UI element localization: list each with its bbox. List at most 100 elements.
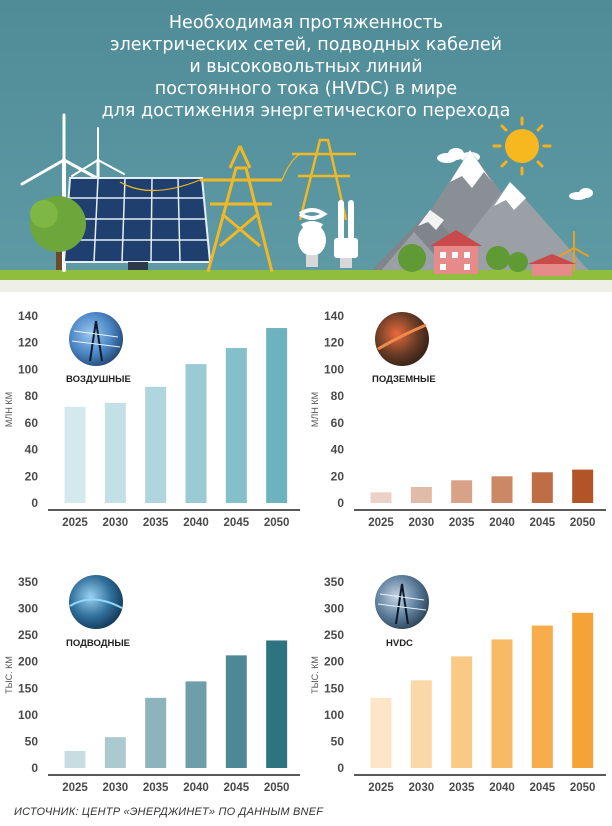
bar-2050 <box>572 612 594 768</box>
y-axis-label: МЛН КМ <box>4 392 14 427</box>
bar-2050 <box>572 469 594 503</box>
chart-underground: 0 20 40 60 80 100 120 140 МЛН КМ 2025 2030 2035 2040… <box>306 300 612 540</box>
y-tick-label: 350 <box>18 575 38 589</box>
chart-subsea: 0 50 100 150 200 250 300 350 ТЫС. КМ 2025 2030 2035… <box>0 566 306 802</box>
x-tick-label: 2050 <box>570 517 596 529</box>
bar-2040 <box>185 681 207 768</box>
y-tick-label: 0 <box>337 761 344 775</box>
bar-2035 <box>145 386 167 503</box>
x-tick-label: 2030 <box>409 517 435 529</box>
bar-2035 <box>145 697 167 768</box>
bar-2040 <box>491 639 513 768</box>
x-tick-label: 2035 <box>449 517 475 529</box>
y-tick-label: 250 <box>324 628 344 642</box>
y-axis-label: МЛН КМ <box>310 392 320 427</box>
x-tick-label: 2040 <box>489 782 515 794</box>
chart-overhead: 0 20 40 60 80 100 120 140 МЛН КМ 2025 2030 2035 2040… <box>0 300 306 540</box>
y-tick-label: 200 <box>324 655 344 669</box>
bar-2040 <box>185 364 207 503</box>
y-tick-label: 300 <box>324 602 344 616</box>
bar-2045 <box>225 348 247 503</box>
y-tick-label: 20 <box>25 469 39 483</box>
y-tick-label: 20 <box>331 469 345 483</box>
x-tick-label: 2035 <box>143 517 169 529</box>
x-tick-label: 2050 <box>570 782 596 794</box>
x-tick-label: 2030 <box>103 517 129 529</box>
y-tick-label: 150 <box>18 681 38 695</box>
y-tick-label: 100 <box>18 708 38 722</box>
bar-2045 <box>531 625 553 768</box>
y-tick-label: 100 <box>324 708 344 722</box>
x-tick-label: 2045 <box>530 782 556 794</box>
pylon-photo-icon <box>375 575 429 629</box>
y-tick-label: 0 <box>337 496 344 510</box>
bar-2050 <box>266 328 288 503</box>
series-name: HVDC <box>386 638 413 649</box>
y-axis-label: ТЫС. КМ <box>310 656 320 694</box>
y-tick-label: 0 <box>31 761 38 775</box>
bar-2030 <box>410 486 432 503</box>
y-tick-label: 350 <box>324 575 344 589</box>
bar-2040 <box>491 476 513 503</box>
x-tick-label: 2045 <box>224 517 250 529</box>
x-tick-label: 2040 <box>183 782 209 794</box>
y-tick-label: 40 <box>331 443 345 457</box>
y-tick-label: 120 <box>324 336 344 350</box>
y-tick-label: 300 <box>18 602 38 616</box>
bar-2025 <box>370 492 392 503</box>
page-title: Необходимая протяженность электрических … <box>101 13 511 121</box>
bar-2030 <box>104 737 126 768</box>
series-name: ПОДВОДНЫЕ <box>66 638 130 649</box>
tree-icon <box>30 196 86 270</box>
x-tick-label: 2035 <box>143 782 169 794</box>
x-tick-label: 2030 <box>409 782 435 794</box>
y-tick-label: 120 <box>18 336 38 350</box>
bar-2045 <box>531 472 553 503</box>
y-tick-label: 50 <box>25 734 39 748</box>
x-tick-label: 2035 <box>449 782 475 794</box>
y-tick-label: 140 <box>324 309 344 323</box>
power-pylon-icon <box>119 138 356 273</box>
bar-2035 <box>451 480 473 503</box>
series-name: ВОЗДУШНЫЕ <box>66 374 131 385</box>
y-tick-label: 150 <box>324 681 344 695</box>
y-tick-label: 250 <box>18 628 38 642</box>
x-tick-label: 2025 <box>62 517 88 529</box>
bar-2030 <box>104 402 126 503</box>
y-tick-label: 80 <box>25 389 39 403</box>
y-tick-label: 60 <box>25 416 39 430</box>
bar-2025 <box>64 750 86 768</box>
x-tick-label: 2045 <box>224 782 250 794</box>
house-icon <box>430 230 576 276</box>
x-tick-label: 2040 <box>183 517 209 529</box>
bar-2045 <box>225 655 247 768</box>
y-tick-label: 40 <box>25 443 39 457</box>
x-tick-label: 2025 <box>368 782 394 794</box>
bar-2050 <box>266 640 288 768</box>
series-name: ПОДЗЕМНЫЕ <box>372 374 436 385</box>
chart-hvdc: 0 50 100 150 200 250 300 350 ТЫС. КМ 2025 2030 2035… <box>306 566 612 802</box>
sun-icon <box>492 116 552 176</box>
underground-cable-photo-icon <box>375 312 429 366</box>
cloud-icon <box>437 148 593 200</box>
x-tick-label: 2030 <box>103 782 129 794</box>
y-tick-label: 0 <box>31 496 38 510</box>
bushes <box>398 244 528 272</box>
y-tick-label: 50 <box>331 734 345 748</box>
y-tick-label: 200 <box>18 655 38 669</box>
y-tick-label: 100 <box>18 362 38 376</box>
eco-lamp-icon <box>298 200 358 268</box>
y-axis-label: ТЫС. КМ <box>4 656 14 694</box>
power-lines-photo-icon <box>69 312 123 366</box>
bar-2025 <box>64 406 86 503</box>
x-tick-label: 2050 <box>264 782 290 794</box>
bar-2025 <box>370 697 392 768</box>
bar-2030 <box>410 680 432 768</box>
bar-2035 <box>451 656 473 768</box>
x-tick-label: 2025 <box>368 517 394 529</box>
x-tick-label: 2025 <box>62 782 88 794</box>
subsea-cable-photo-icon <box>69 575 123 629</box>
x-tick-label: 2040 <box>489 517 515 529</box>
y-tick-label: 80 <box>331 389 345 403</box>
x-tick-label: 2045 <box>530 517 556 529</box>
